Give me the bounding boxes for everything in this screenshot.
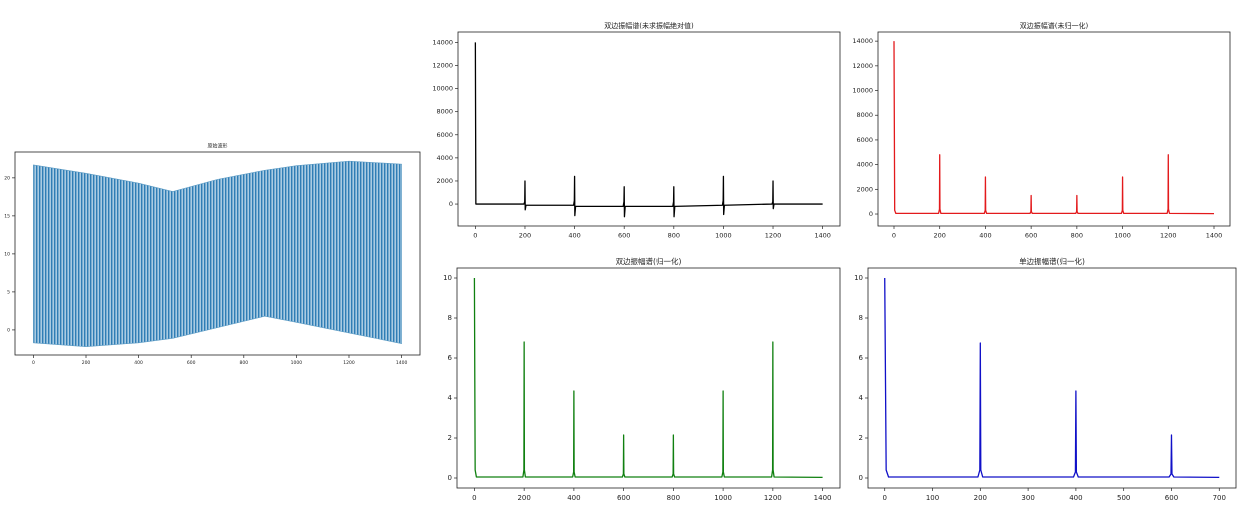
x-tick-label: 400 <box>1069 494 1082 502</box>
x-tick-label: 1200 <box>1160 232 1177 240</box>
y-tick-label: 4000 <box>856 161 873 169</box>
spectrum-line <box>473 277 823 479</box>
x-tick-label: 800 <box>667 494 680 502</box>
x-tick-label: 200 <box>934 232 946 240</box>
y-tick-label: 14000 <box>432 38 453 46</box>
y-tick-label: 2 <box>448 434 452 442</box>
x-tick-label: 1400 <box>1206 232 1223 240</box>
spectrum-line <box>884 277 1220 479</box>
y-tick-label: 8000 <box>856 111 873 119</box>
x-tick-label: 1000 <box>291 360 303 366</box>
plot-frame <box>877 31 1231 227</box>
y-tick-label: 20 <box>4 175 10 181</box>
x-tick-label: 1000 <box>1114 232 1131 240</box>
x-tick-label: 100 <box>926 494 939 502</box>
x-tick-label: 0 <box>473 232 477 240</box>
x-tick-label: 600 <box>187 360 196 366</box>
x-tick-label: 0 <box>882 494 886 502</box>
x-tick-label: 0 <box>32 360 35 366</box>
plot-frame <box>867 267 1237 489</box>
x-tick-label: 0 <box>892 232 896 240</box>
y-tick-label: 5 <box>7 289 10 295</box>
spectrum-line <box>893 41 1215 215</box>
y-tick-label: 10000 <box>432 85 453 93</box>
x-tick-label: 400 <box>134 360 143 366</box>
y-tick-label: 6000 <box>856 136 873 144</box>
y-tick-label: 12000 <box>852 62 873 70</box>
x-tick-label: 500 <box>1117 494 1130 502</box>
y-tick-label: 4 <box>448 394 453 402</box>
x-tick-label: 600 <box>617 494 630 502</box>
y-tick-label: 2 <box>859 434 863 442</box>
plot-frame <box>456 267 841 489</box>
y-tick-label: 8 <box>859 314 863 322</box>
x-tick-label: 700 <box>1213 494 1226 502</box>
y-tick-label: 6000 <box>436 131 453 139</box>
x-tick-label: 600 <box>1165 494 1178 502</box>
y-tick-label: 14000 <box>852 37 873 45</box>
x-tick-label: 600 <box>1025 232 1037 240</box>
signal-band <box>33 160 402 347</box>
x-tick-label: 200 <box>519 232 531 240</box>
plot-frame <box>457 31 841 227</box>
x-tick-label: 800 <box>668 232 680 240</box>
spectrum-line <box>474 42 823 218</box>
x-tick-label: 200 <box>974 494 987 502</box>
chart-title: 双边振幅谱(未归一化) <box>1020 21 1089 30</box>
x-tick-label: 1400 <box>814 232 831 240</box>
x-tick-label: 1200 <box>343 360 355 366</box>
x-tick-label: 800 <box>1071 232 1083 240</box>
chart-title: 单边振幅谱(归一化) <box>1019 256 1085 266</box>
y-tick-label: 8000 <box>436 108 453 116</box>
x-tick-label: 400 <box>979 232 991 240</box>
chart-title: 双边振幅谱(未求振幅绝对值) <box>604 21 694 30</box>
y-tick-label: 2000 <box>436 177 453 185</box>
x-tick-label: 400 <box>568 232 580 240</box>
y-tick-label: 0 <box>7 327 10 333</box>
x-tick-label: 1000 <box>714 494 732 502</box>
y-tick-label: 6 <box>859 354 864 362</box>
chart-title: 原始波形 <box>207 143 227 150</box>
y-tick-label: 6 <box>448 354 453 362</box>
x-tick-label: 200 <box>82 360 91 366</box>
y-tick-label: 12000 <box>432 61 453 69</box>
x-tick-label: 200 <box>517 494 530 502</box>
x-tick-label: 1400 <box>396 360 408 366</box>
y-tick-label: 8 <box>448 314 452 322</box>
y-tick-label: 0 <box>448 474 452 482</box>
y-tick-label: 15 <box>4 213 10 219</box>
chart-title: 双边振幅谱(归一化) <box>616 256 682 266</box>
x-tick-label: 1200 <box>765 232 782 240</box>
y-tick-label: 0 <box>859 474 863 482</box>
x-tick-label: 400 <box>567 494 580 502</box>
x-tick-label: 0 <box>472 494 476 502</box>
plot-frame <box>14 151 421 356</box>
y-tick-label: 2000 <box>856 185 873 193</box>
y-tick-label: 10 <box>4 251 10 257</box>
y-tick-label: 10 <box>443 274 452 282</box>
x-tick-label: 1200 <box>764 494 782 502</box>
x-tick-label: 1400 <box>814 494 832 502</box>
y-tick-label: 10 <box>854 274 863 282</box>
y-tick-label: 0 <box>869 210 873 218</box>
y-tick-label: 4000 <box>436 154 453 162</box>
y-tick-label: 4 <box>859 394 864 402</box>
x-tick-label: 1000 <box>715 232 732 240</box>
x-tick-label: 800 <box>240 360 249 366</box>
y-tick-label: 0 <box>449 200 453 208</box>
y-tick-label: 10000 <box>852 87 873 95</box>
x-tick-label: 300 <box>1021 494 1034 502</box>
x-tick-label: 600 <box>618 232 630 240</box>
